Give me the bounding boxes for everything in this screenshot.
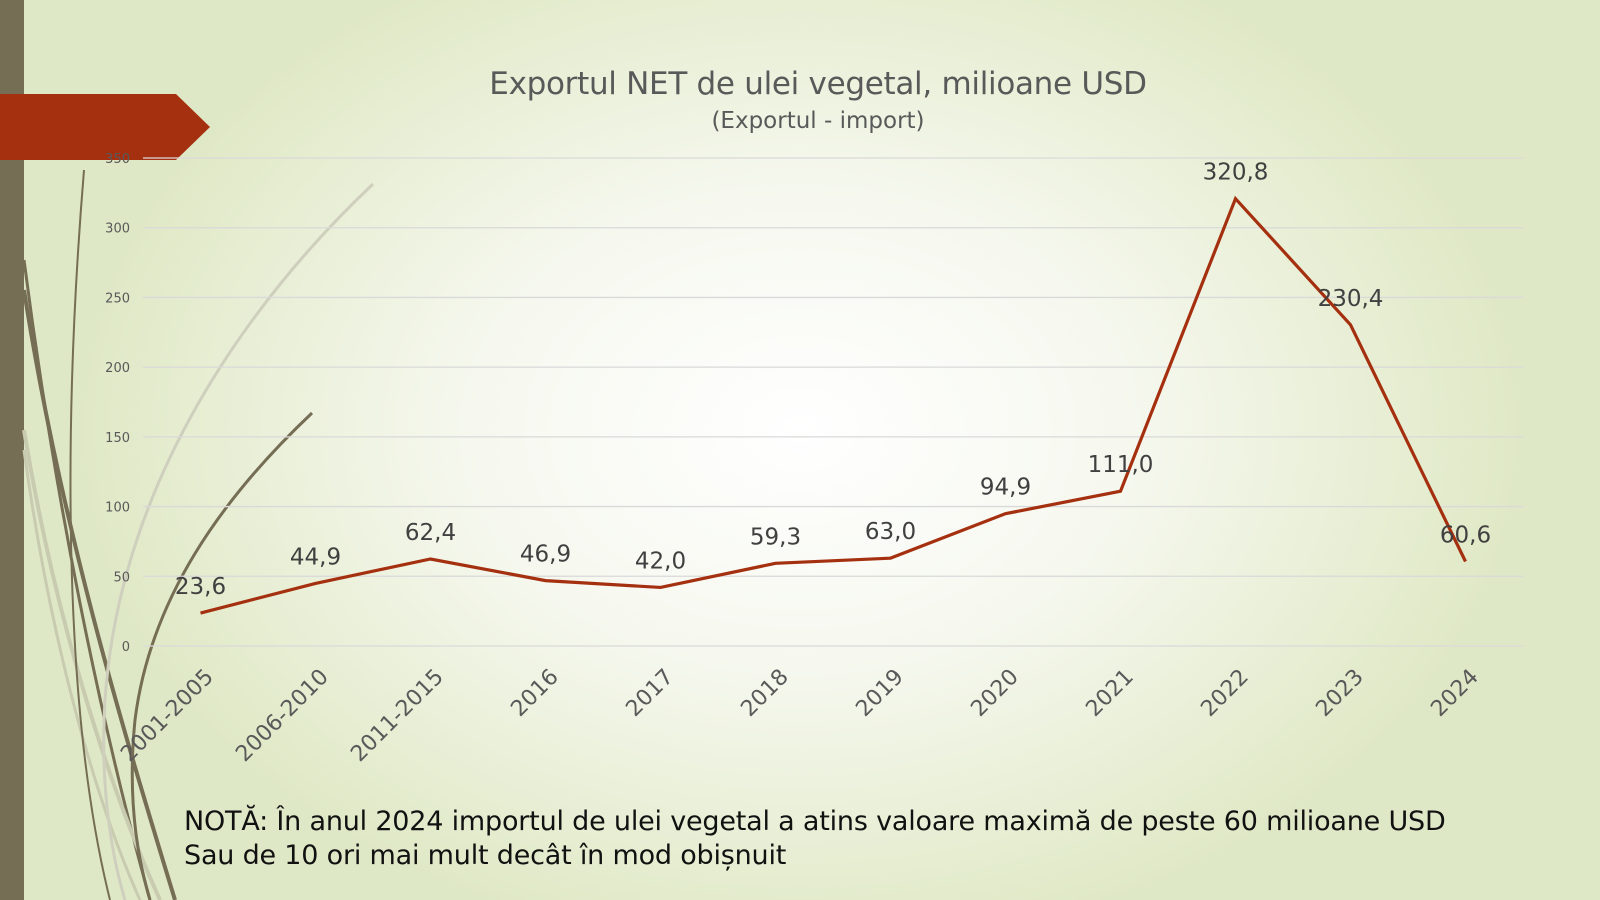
series-line bbox=[200, 195, 1467, 615]
data-labels: 23,6 44,9 62,4 46,9 42,0 59,3 63,0 94,9 111,0 320… bbox=[175, 160, 1491, 600]
x-tick-label: 2006-2010 bbox=[231, 665, 333, 767]
x-tick-label: 2021 bbox=[1081, 665, 1138, 722]
note-text: NOTĂ: În anul 2024 importul de ulei vege… bbox=[184, 805, 1446, 873]
y-tick-label: 200 bbox=[105, 361, 130, 376]
y-tick-label: 50 bbox=[113, 570, 130, 585]
x-tick-label: 2018 bbox=[736, 665, 793, 722]
data-label: 320,8 bbox=[1203, 160, 1269, 186]
y-tick-label: 300 bbox=[105, 222, 130, 237]
x-tick-label: 2017 bbox=[621, 665, 678, 722]
x-axis-ticks: 2001-2005 2006-2010 2011-2015 2016 2017 2018 2… bbox=[116, 665, 1483, 767]
data-label: 60,6 bbox=[1440, 523, 1491, 549]
gridlines bbox=[143, 157, 1523, 647]
data-label: 59,3 bbox=[750, 524, 801, 550]
x-tick-label: 2019 bbox=[851, 665, 908, 722]
x-tick-label: 2001-2005 bbox=[116, 665, 218, 767]
chart-subtitle: (Exportul - import) bbox=[711, 108, 925, 134]
y-tick-label: 150 bbox=[105, 431, 130, 446]
y-tick-label: 250 bbox=[105, 291, 130, 306]
arrow-banner bbox=[0, 94, 210, 160]
x-tick-label: 2022 bbox=[1196, 665, 1253, 722]
x-tick-label: 2011-2015 bbox=[346, 665, 448, 767]
data-label: 111,0 bbox=[1088, 452, 1154, 478]
data-label: 23,6 bbox=[175, 574, 226, 600]
x-tick-label: 2023 bbox=[1311, 665, 1368, 722]
data-label: 230,4 bbox=[1318, 286, 1384, 312]
data-label: 44,9 bbox=[290, 544, 341, 570]
series bbox=[200, 195, 1467, 615]
note-line-2: Sau de 10 ori mai mult decât în mod obiș… bbox=[184, 840, 787, 871]
y-tick-label: 0 bbox=[122, 640, 130, 655]
y-axis-ticks: 0 50 100 150 200 250 300 350 bbox=[105, 152, 130, 655]
note-line-1: NOTĂ: În anul 2024 importul de ulei vege… bbox=[184, 806, 1446, 837]
data-label: 42,0 bbox=[635, 548, 686, 574]
data-label: 63,0 bbox=[865, 519, 916, 545]
x-tick-label: 2024 bbox=[1426, 665, 1483, 722]
x-tick-label: 2020 bbox=[966, 665, 1023, 722]
data-label: 62,4 bbox=[405, 520, 456, 546]
data-label: 46,9 bbox=[520, 542, 571, 568]
y-tick-label: 350 bbox=[105, 152, 130, 167]
chart-title: Exportul NET de ulei vegetal, milioane U… bbox=[489, 66, 1147, 102]
x-tick-label: 2016 bbox=[506, 665, 563, 722]
data-label: 94,9 bbox=[980, 475, 1031, 501]
y-tick-label: 100 bbox=[105, 501, 130, 516]
